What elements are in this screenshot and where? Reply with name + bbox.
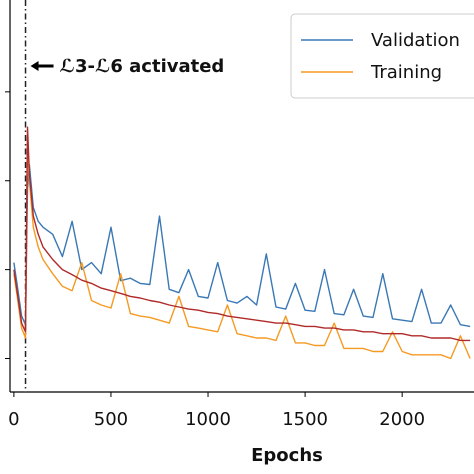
x-axis-label: Epochs (251, 445, 323, 466)
legend-label: Validation (371, 30, 460, 51)
legend-box (290, 13, 474, 99)
x-tick-label: 500 (94, 409, 128, 430)
annotation-text: ℒ3-ℒ6 activated (60, 56, 225, 77)
legend-label: Training (370, 62, 442, 83)
series-line (13, 164, 471, 328)
annotation-arrowhead (30, 61, 39, 71)
x-tick-label: 0 (8, 409, 19, 430)
x-tick-label: 1500 (282, 409, 328, 430)
x-tick-label: 1000 (185, 409, 231, 430)
series-line (13, 126, 471, 342)
series-line (13, 137, 471, 360)
x-tick-label: 2000 (379, 409, 425, 430)
